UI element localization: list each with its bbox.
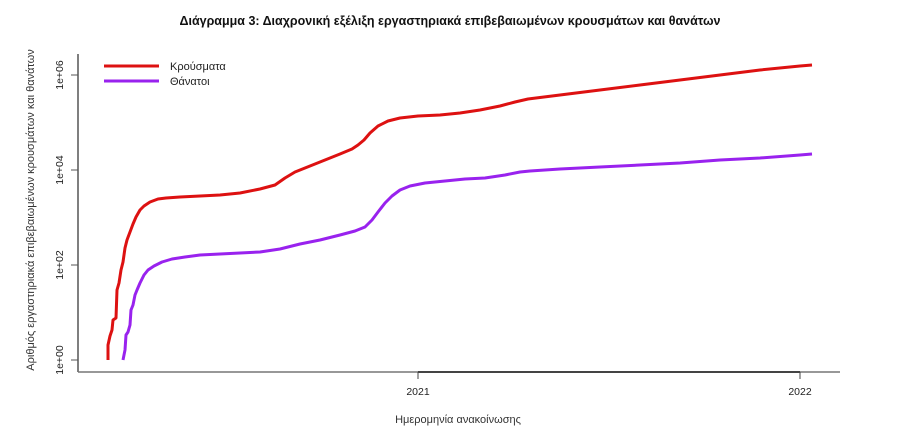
- x-tick-label: 2021: [406, 386, 430, 398]
- legend-deaths-label: Θάνατοι: [170, 76, 210, 88]
- y-ticks: 1e+00 1e+02 1e+04 1e+06: [54, 60, 78, 375]
- y-tick-label: 1e+00: [54, 345, 66, 375]
- legend-cases-label: Κρούσματα: [170, 61, 226, 73]
- chart-title: Διάγραμμα 3: Διαχρονική εξέλιξη εργαστηρ…: [179, 14, 721, 28]
- x-ticks: 2021 2022: [406, 372, 812, 398]
- x-tick-label: 2022: [788, 386, 812, 398]
- legend: Κρούσματα Θάνατοι: [104, 61, 226, 88]
- y-tick-label: 1e+06: [54, 60, 66, 90]
- series-deaths-line: [121, 152, 813, 361]
- series-cases-line: [106, 63, 813, 360]
- y-tick-label: 1e+04: [54, 155, 66, 185]
- x-axis-label: Ημερομηνία ανακοίνωσης: [395, 414, 521, 426]
- y-tick-label: 1e+02: [54, 250, 66, 280]
- y-axis-label: Αριθμός εργαστηριακά επιβεβαιωμένων κρου…: [25, 49, 37, 371]
